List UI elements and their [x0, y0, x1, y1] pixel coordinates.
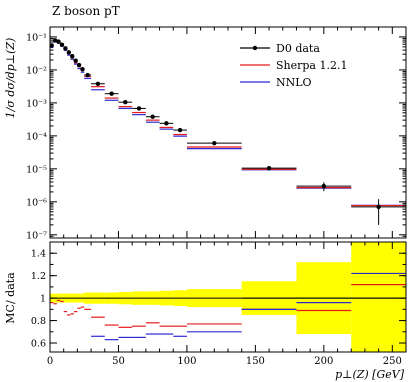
legend-marker	[252, 45, 258, 51]
data-point	[70, 54, 75, 59]
data-point	[136, 106, 142, 111]
data-point	[164, 121, 169, 126]
data-point	[80, 67, 85, 72]
data-point	[52, 38, 58, 43]
x-axis-label: p⊥(Z) [GeV]	[335, 368, 405, 381]
main-panel: 10⁻⁷ 10⁻⁶ 10⁻⁵ 10⁻⁴ 10⁻³ 10⁻² 10⁻¹	[26, 26, 407, 241]
ratio-y-tick-label: 1.2	[31, 271, 46, 282]
data-point	[66, 50, 72, 55]
x-tick-label: 50	[112, 356, 125, 367]
main-y-tick-label: 10⁻²	[26, 65, 47, 76]
data-point	[177, 127, 183, 133]
data-point	[85, 72, 90, 78]
main-y-tick-label: 10⁻¹	[26, 32, 47, 43]
data-point	[321, 183, 327, 189]
data-point	[59, 42, 65, 47]
chart-title: Z boson pT	[52, 4, 120, 18]
data-point	[376, 204, 381, 210]
main-y-tick-label: 10⁻⁷	[26, 230, 47, 241]
data-point	[123, 99, 128, 105]
x-tick-label: 200	[314, 356, 333, 367]
x-tick-label: 100	[177, 356, 196, 367]
data-point	[109, 91, 114, 96]
ratio-y-tick-label: 1	[40, 294, 46, 305]
x-tick-label: 0	[47, 356, 53, 367]
data-point	[266, 165, 272, 171]
data-point	[212, 140, 217, 146]
ratio-y-tick-label: 0.6	[31, 339, 46, 350]
main-frame	[49, 26, 407, 239]
ratio-y-tick-label: 1.4	[31, 249, 46, 260]
main-y-tick-label: 10⁻³	[26, 98, 47, 109]
data-point	[63, 46, 68, 51]
main-y-tick-label: 10⁻⁶	[26, 197, 47, 208]
ratio-panel: 0 50 100 150 200 250 0.6 0.8 1 1.2 1.4	[31, 241, 407, 367]
ratio-y-axis-label: MC/ data	[4, 272, 17, 324]
ratio-y-tick-label: 0.8	[31, 316, 46, 327]
x-tick-label: 150	[246, 356, 265, 367]
main-y-axis-label: 1/σ dσ/dp⊥(Z)	[4, 38, 17, 119]
main-y-tick-label: 10⁻⁴	[26, 131, 47, 142]
data-point	[76, 62, 82, 68]
data-point	[73, 58, 78, 63]
ratio-band-segment	[351, 242, 406, 352]
data-point	[56, 39, 61, 44]
legend-label: NNLO	[276, 76, 312, 89]
legend-label: Sherpa 1.2.1	[276, 59, 347, 72]
legend-label: D0 data	[276, 42, 320, 55]
data-point	[95, 81, 101, 86]
x-tick-label: 250	[383, 356, 402, 367]
main-y-tick-label: 10⁻⁵	[26, 164, 47, 175]
data-point	[150, 114, 155, 119]
legend: D0 data Sherpa 1.2.1 NNLO	[240, 42, 347, 89]
